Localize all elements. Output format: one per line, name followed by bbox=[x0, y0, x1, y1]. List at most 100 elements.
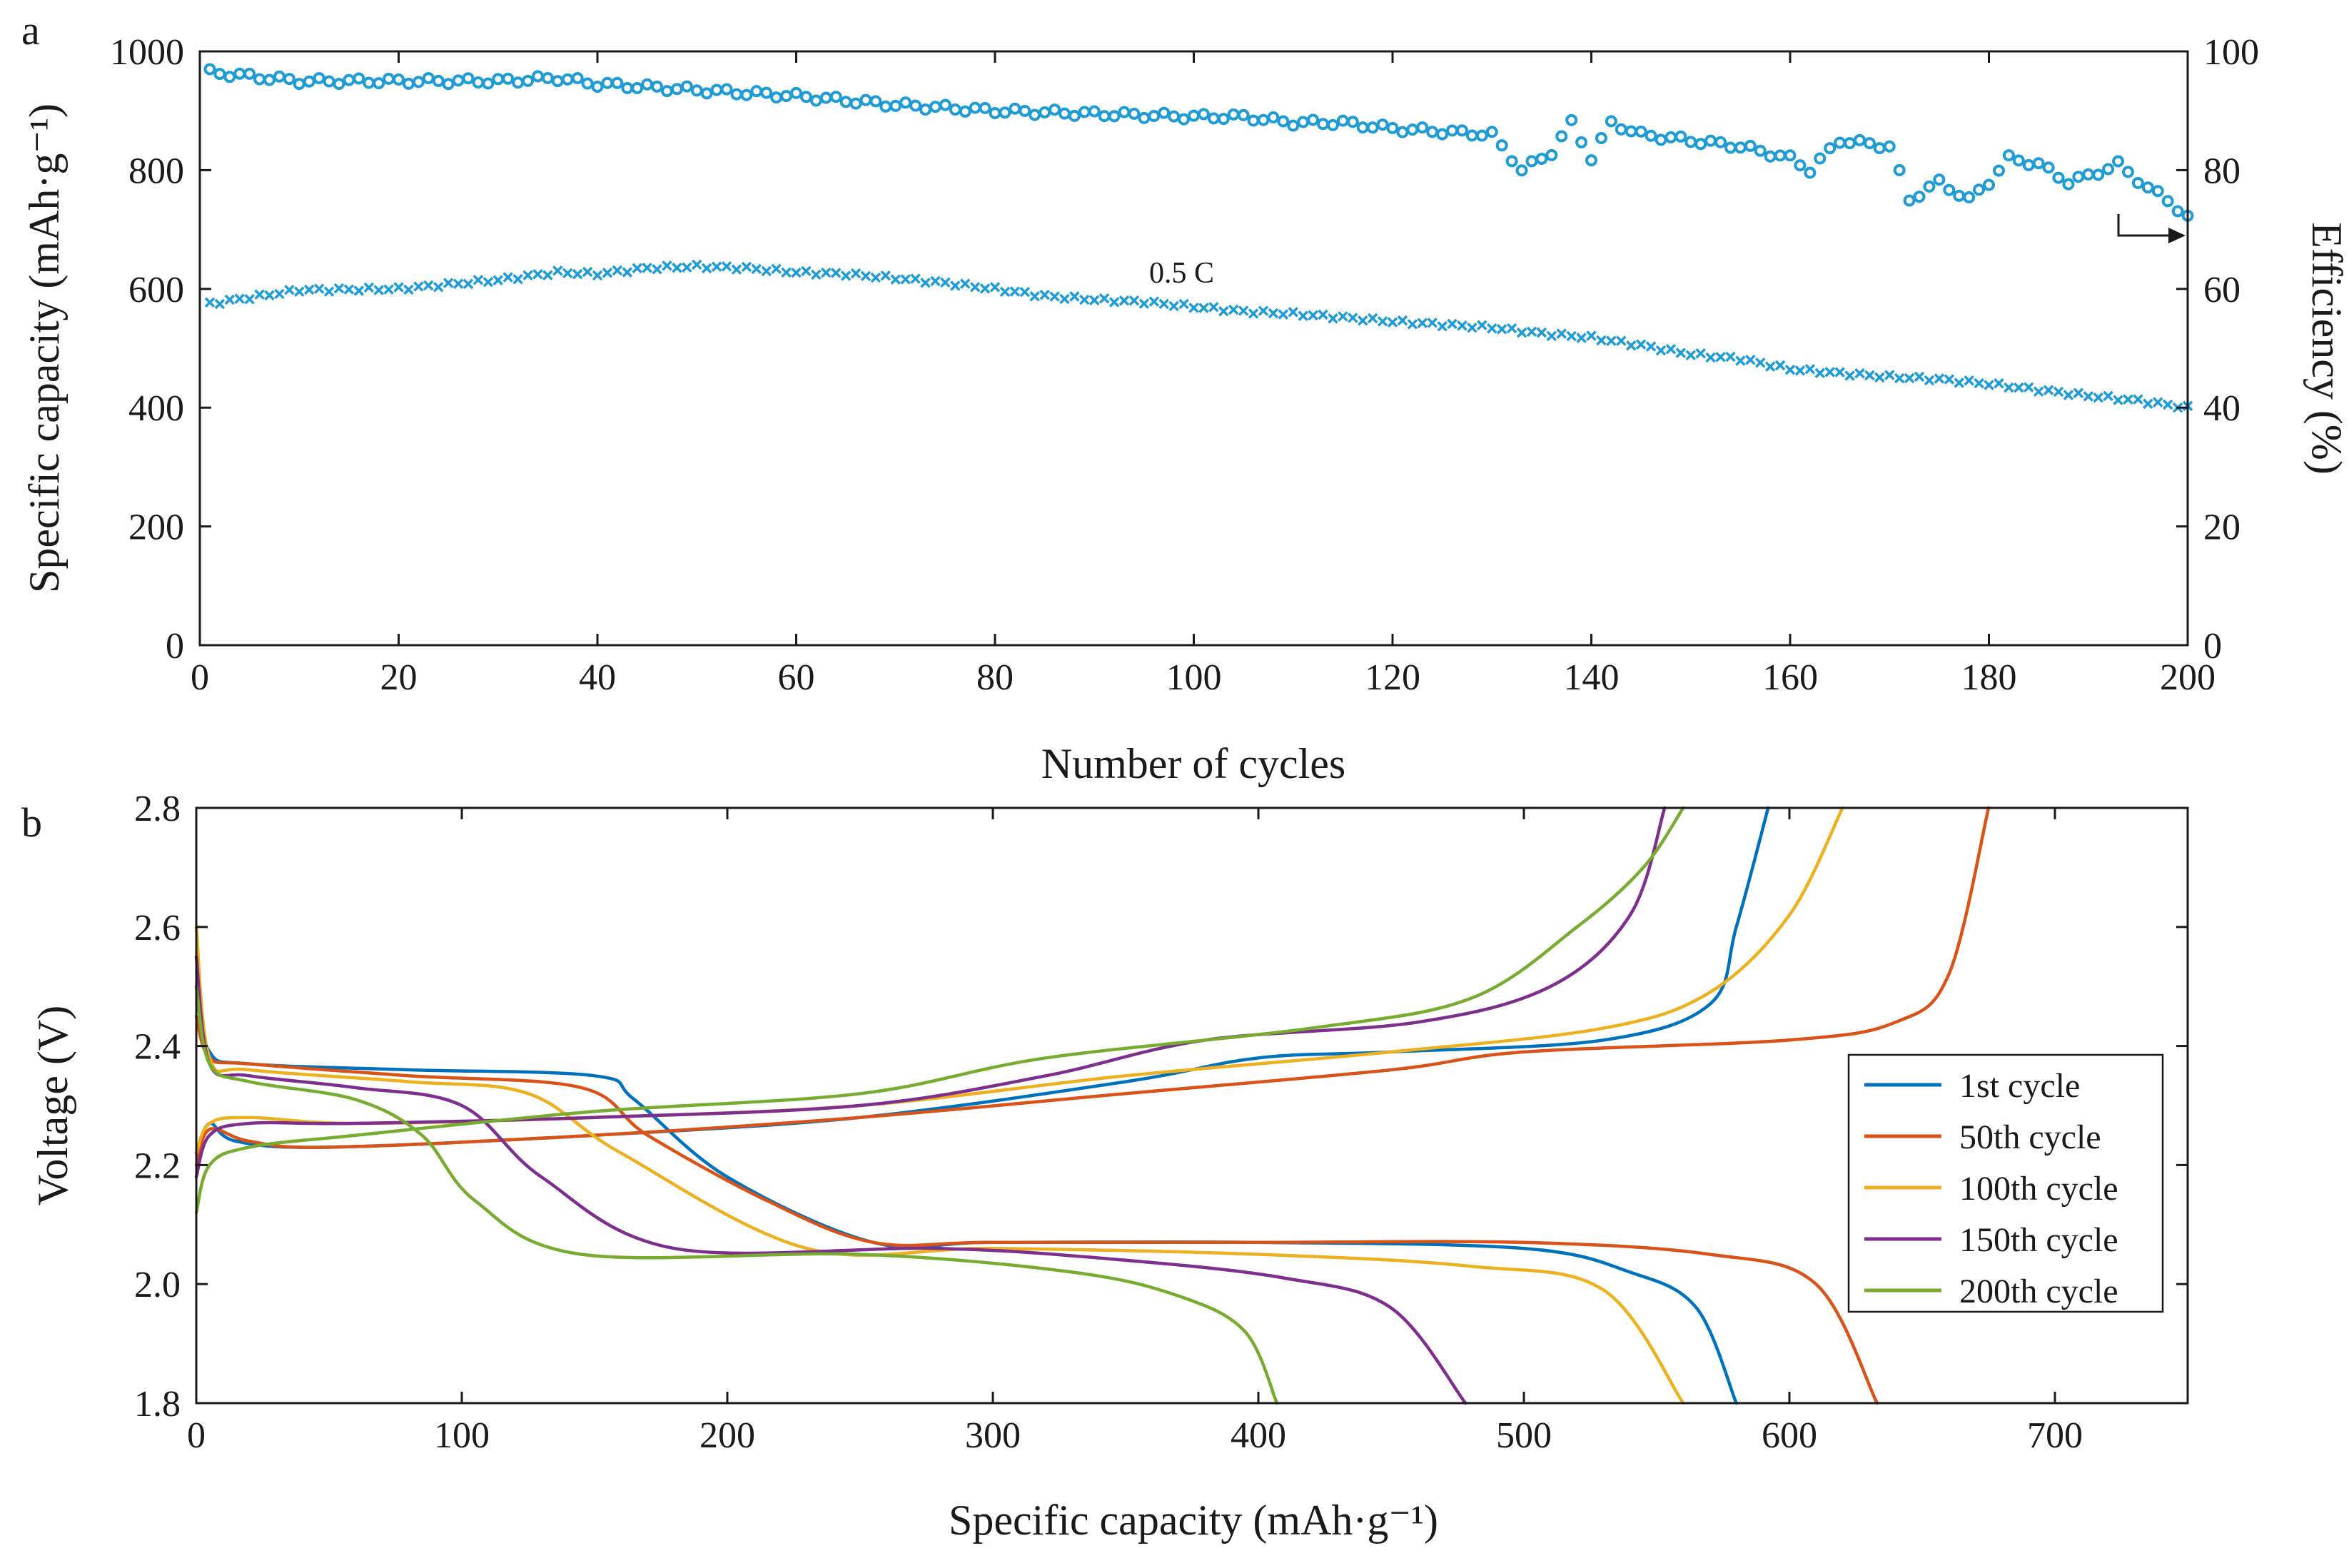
capacity-point bbox=[383, 284, 394, 295]
efficiency-point bbox=[591, 80, 604, 93]
efficiency-point bbox=[1118, 106, 1131, 118]
panel-a-x-axis-title: Number of cycles bbox=[1041, 740, 1346, 787]
efficiency-point bbox=[1188, 109, 1200, 122]
efficiency-point bbox=[1834, 136, 1847, 149]
capacity-point bbox=[672, 263, 682, 273]
capacity-point bbox=[2073, 388, 2084, 398]
legend-label: 1st cycle bbox=[1959, 1067, 2080, 1105]
capacity-point bbox=[393, 282, 404, 293]
efficiency-point bbox=[2072, 171, 2085, 183]
capacity-point bbox=[940, 277, 951, 288]
capacity-point bbox=[522, 270, 533, 280]
capacity-point bbox=[1754, 357, 1766, 368]
voltage-curve-charge bbox=[194, 806, 1667, 1179]
efficiency-point bbox=[1277, 115, 1290, 128]
efficiency-point bbox=[2112, 155, 2125, 168]
capacity-point bbox=[1248, 308, 1259, 319]
capacity-point bbox=[1864, 370, 1875, 381]
capacity-point bbox=[1954, 378, 1964, 388]
capacity-point bbox=[652, 264, 662, 275]
efficiency-point bbox=[482, 77, 495, 90]
capacity-point bbox=[1447, 318, 1458, 330]
x-tick-label: 180 bbox=[1961, 657, 2017, 698]
capacity-point bbox=[1546, 330, 1557, 342]
capacity-point bbox=[1944, 374, 1955, 385]
efficiency-point bbox=[1227, 108, 1240, 121]
efficiency-point bbox=[502, 72, 515, 85]
efficiency-point bbox=[849, 97, 862, 110]
efficiency-point bbox=[670, 83, 683, 96]
capacity-point bbox=[2014, 382, 2024, 393]
capacity-point bbox=[1924, 375, 1935, 386]
efficiency-point bbox=[1336, 114, 1349, 127]
capacity-point bbox=[2133, 394, 2143, 405]
capacity-point bbox=[811, 269, 822, 280]
capacity-point bbox=[1019, 286, 1031, 298]
capacity-point bbox=[1685, 350, 1696, 360]
x-tick-label: 140 bbox=[1564, 657, 1620, 698]
capacity-point bbox=[433, 282, 444, 293]
efficiency-point bbox=[1814, 152, 1827, 165]
efficiency-point bbox=[621, 81, 634, 94]
capacity-point bbox=[1536, 327, 1547, 338]
capacity-point bbox=[999, 286, 1011, 298]
efficiency-point bbox=[531, 70, 544, 83]
panel-a-right-axis-title: Efficiency (%) bbox=[2303, 222, 2349, 475]
efficiency-point bbox=[750, 85, 763, 98]
efficiency-point bbox=[353, 72, 365, 85]
voltage-curve-charge bbox=[194, 806, 1844, 1155]
y-tick-label: 2.6 bbox=[134, 908, 181, 949]
capacity-point bbox=[532, 269, 543, 280]
capacity-point bbox=[682, 262, 692, 273]
capacity-point bbox=[2162, 399, 2173, 410]
capacity-point bbox=[959, 278, 971, 289]
capacity-point bbox=[1238, 305, 1249, 316]
capacity-point bbox=[234, 293, 245, 304]
efficiency-point bbox=[1953, 189, 1966, 202]
efficiency-point bbox=[422, 71, 435, 84]
capacity-point bbox=[463, 278, 474, 289]
efficiency-point bbox=[1267, 111, 1280, 123]
capacity-point bbox=[1049, 291, 1060, 302]
efficiency-point bbox=[551, 75, 564, 88]
capacity-point bbox=[353, 285, 365, 296]
capacity-point bbox=[642, 263, 652, 273]
capacity-point bbox=[1854, 368, 1865, 379]
x-tick-label: 20 bbox=[380, 657, 418, 698]
capacity-point bbox=[453, 278, 464, 289]
legend-box bbox=[1847, 1053, 2164, 1313]
capacity-point bbox=[622, 267, 633, 278]
panel-b-y-axis-title: Voltage (V) bbox=[29, 1006, 76, 1206]
efficiency-point bbox=[1973, 183, 1986, 196]
capacity-point bbox=[1278, 309, 1289, 320]
right-y-tick-label: 80 bbox=[2203, 151, 2241, 191]
efficiency-point bbox=[1287, 119, 1300, 132]
efficiency-point bbox=[710, 84, 723, 96]
efficiency-point bbox=[313, 71, 325, 84]
capacity-point bbox=[1745, 355, 1756, 365]
capacity-point bbox=[1576, 333, 1587, 343]
efficiency-point bbox=[1326, 118, 1339, 131]
voltage-curve-charge bbox=[194, 806, 1991, 1167]
efficiency-point bbox=[393, 73, 405, 86]
efficiency-point bbox=[1475, 129, 1488, 142]
capacity-point bbox=[701, 263, 712, 274]
capacity-point bbox=[1318, 309, 1328, 320]
efficiency-point bbox=[1645, 129, 1657, 142]
efficiency-point bbox=[1207, 112, 1220, 125]
efficiency-point bbox=[909, 99, 922, 112]
capacity-point bbox=[1655, 345, 1667, 356]
efficiency-point bbox=[253, 73, 266, 86]
capacity-point bbox=[413, 281, 424, 292]
capacity-point bbox=[1566, 330, 1577, 342]
capacity-point bbox=[582, 266, 593, 278]
efficiency-point bbox=[333, 78, 345, 91]
efficiency-point bbox=[979, 101, 991, 114]
efficiency-point bbox=[1128, 107, 1141, 120]
panel-b-marks bbox=[194, 806, 1991, 1405]
capacity-point bbox=[1496, 324, 1507, 335]
capacity-point bbox=[373, 285, 384, 295]
capacity-point bbox=[1606, 335, 1617, 346]
right-y-tick-label: 40 bbox=[2203, 388, 2241, 429]
panel-b-voltage-chart: b 0 100 200 300 400 500 600 700 1.8 2.0 2.2 2.4 2.6 2… bbox=[21, 789, 2189, 1544]
